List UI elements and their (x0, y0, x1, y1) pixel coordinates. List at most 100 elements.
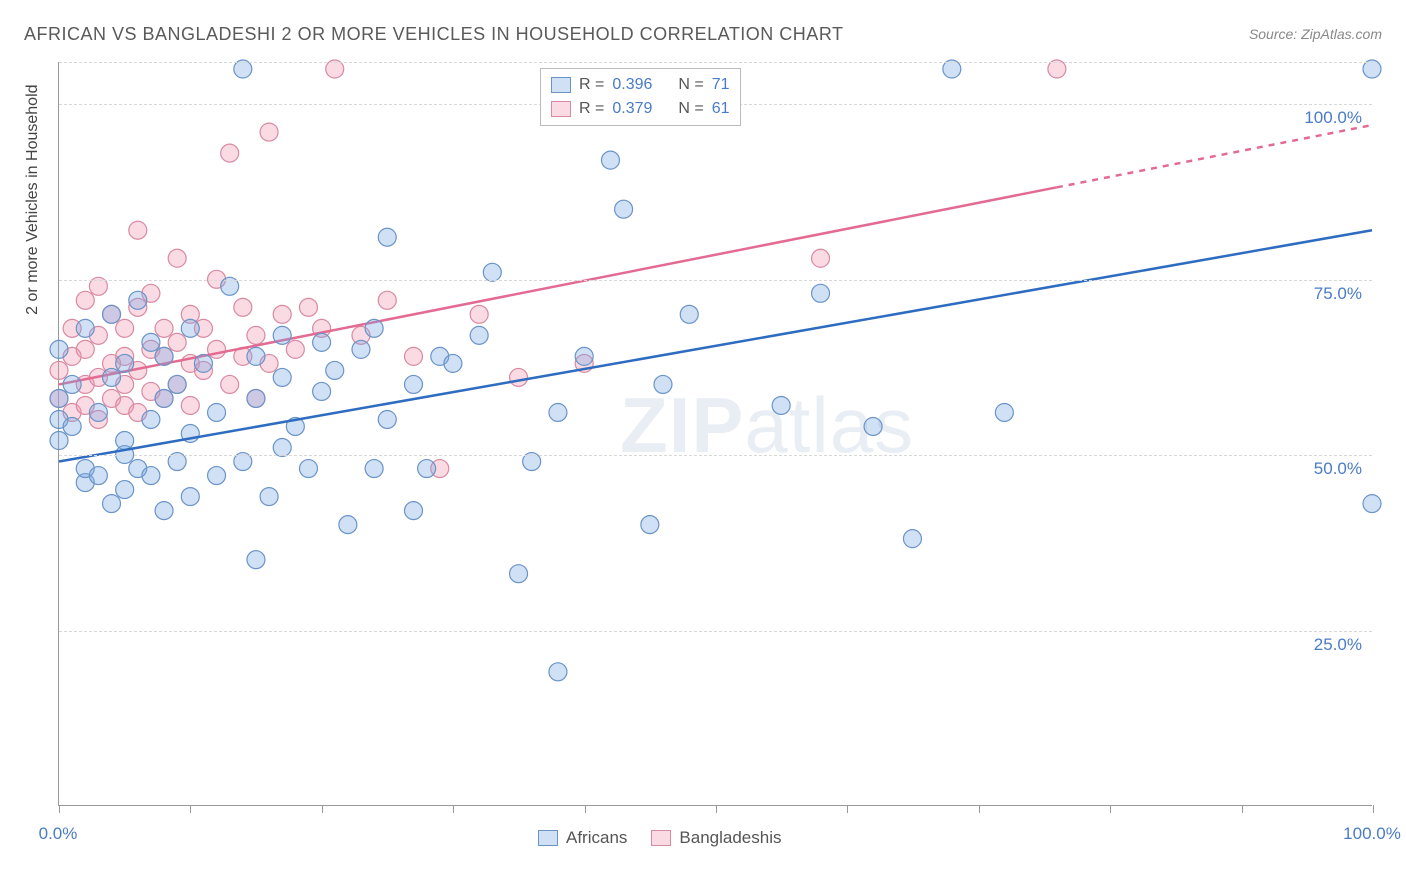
data-point (116, 354, 134, 372)
data-point (116, 481, 134, 499)
data-point (76, 291, 94, 309)
x-tick (585, 805, 586, 813)
data-point (142, 333, 160, 351)
data-point (208, 467, 226, 485)
data-point (339, 516, 357, 534)
data-point (260, 123, 278, 141)
y-tick-label: 50.0% (1314, 459, 1362, 479)
data-point (50, 389, 68, 407)
swatch-africans (551, 77, 571, 93)
data-point (247, 389, 265, 407)
x-tick (190, 805, 191, 813)
data-point (615, 200, 633, 218)
gridline (59, 455, 1372, 456)
data-point (470, 326, 488, 344)
swatch-africans (538, 830, 558, 846)
data-point (378, 291, 396, 309)
data-point (221, 144, 239, 162)
data-point (864, 418, 882, 436)
chart-svg (59, 62, 1372, 805)
chart-title: AFRICAN VS BANGLADESHI 2 OR MORE VEHICLE… (24, 24, 843, 45)
data-point (221, 375, 239, 393)
x-tick (847, 805, 848, 813)
swatch-bangladeshis (651, 830, 671, 846)
data-point (155, 502, 173, 520)
legend-label-bangladeshis: Bangladeshis (679, 828, 781, 848)
legend-row-africans: R = 0.396 N = 71 (551, 73, 730, 97)
data-point (155, 347, 173, 365)
data-point (181, 488, 199, 506)
data-point (286, 340, 304, 358)
x-tick (59, 805, 60, 813)
data-point (365, 319, 383, 337)
data-point (273, 439, 291, 457)
data-point (76, 340, 94, 358)
data-point (103, 368, 121, 386)
x-tick (322, 805, 323, 813)
data-point (299, 460, 317, 478)
data-point (405, 375, 423, 393)
data-point (129, 221, 147, 239)
data-point (129, 291, 147, 309)
data-point (378, 228, 396, 246)
x-tick (1242, 805, 1243, 813)
data-point (116, 319, 134, 337)
data-point (103, 305, 121, 323)
data-point (103, 495, 121, 513)
gridline (59, 62, 1372, 63)
data-point (208, 403, 226, 421)
data-point (50, 340, 68, 358)
data-point (234, 298, 252, 316)
data-point (641, 516, 659, 534)
data-point (405, 502, 423, 520)
data-point (50, 361, 68, 379)
gridline (59, 631, 1372, 632)
regression-line-dashed (1057, 125, 1372, 187)
data-point (142, 467, 160, 485)
data-point (247, 326, 265, 344)
y-axis-label: 2 or more Vehicles in Household (24, 84, 42, 314)
source-prefix: Source: (1249, 26, 1301, 42)
data-point (168, 249, 186, 267)
x-tick (1373, 805, 1374, 813)
data-point (63, 375, 81, 393)
legend-item-africans: Africans (538, 828, 627, 848)
swatch-bangladeshis (551, 101, 571, 117)
x-tick (979, 805, 980, 813)
x-tick (716, 805, 717, 813)
data-point (273, 368, 291, 386)
y-tick-label: 25.0% (1314, 635, 1362, 655)
data-point (812, 284, 830, 302)
data-point (510, 565, 528, 583)
legend-row-bangladeshis: R = 0.379 N = 61 (551, 97, 730, 121)
data-point (326, 361, 344, 379)
data-point (365, 460, 383, 478)
data-point (273, 326, 291, 344)
data-point (1363, 495, 1381, 513)
data-point (470, 305, 488, 323)
y-tick-label: 100.0% (1304, 108, 1362, 128)
data-point (168, 333, 186, 351)
data-point (194, 354, 212, 372)
data-point (549, 663, 567, 681)
data-point (247, 551, 265, 569)
data-point (418, 460, 436, 478)
data-point (601, 151, 619, 169)
source-attribution: Source: ZipAtlas.com (1249, 26, 1382, 42)
data-point (168, 375, 186, 393)
x-tick-label: 0.0% (39, 824, 78, 844)
data-point (89, 403, 107, 421)
data-point (247, 347, 265, 365)
data-point (483, 263, 501, 281)
data-point (510, 368, 528, 386)
data-point (313, 382, 331, 400)
data-point (444, 354, 462, 372)
data-point (405, 347, 423, 365)
data-point (995, 403, 1013, 421)
data-point (260, 488, 278, 506)
legend-label-africans: Africans (566, 828, 627, 848)
n-label: N = (678, 76, 703, 94)
x-tick (1110, 805, 1111, 813)
data-point (378, 410, 396, 428)
data-point (549, 403, 567, 421)
